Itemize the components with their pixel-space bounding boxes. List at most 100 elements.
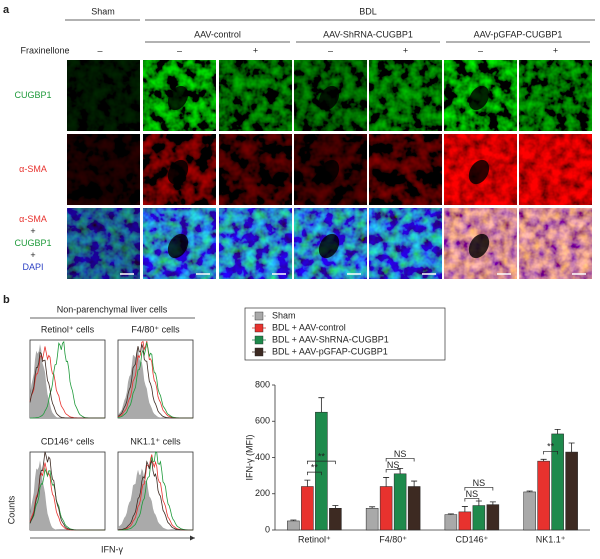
legend-label: BDL + AAV-ShRNA-CUGBP1	[272, 334, 389, 344]
micrograph	[67, 208, 140, 279]
micrograph	[519, 60, 592, 131]
row-label: α-SMA	[19, 214, 47, 224]
histogram-curve	[118, 451, 193, 531]
condition-label: +	[553, 45, 558, 55]
condition-label: +	[403, 45, 408, 55]
bar	[407, 486, 421, 531]
vessel	[468, 233, 490, 259]
error-bar	[290, 519, 297, 521]
micrograph	[369, 208, 442, 279]
histogram-curve	[29, 451, 105, 531]
error-bar	[447, 513, 454, 515]
significance-label: NS	[387, 460, 400, 470]
bar	[523, 491, 536, 531]
bar	[287, 520, 300, 531]
histogram-title: CD146⁺ cells	[41, 436, 95, 446]
vessel	[318, 233, 340, 259]
treatment-label: Fraxinellone	[20, 45, 69, 55]
error-bar	[383, 477, 390, 487]
legend-label: BDL + AAV-control	[272, 322, 346, 332]
condition-label: –	[97, 45, 102, 55]
subgroup-label: AAV-pGFAP-CUGBP1	[474, 29, 563, 39]
micrograph	[219, 208, 292, 279]
x-axis-label: IFN-γ	[101, 544, 123, 554]
vessel	[167, 159, 189, 185]
micrograph	[67, 134, 140, 205]
x-tick-label: Retinol⁺	[298, 534, 331, 544]
row-label: DAPI	[22, 262, 43, 272]
bar	[365, 508, 379, 531]
y-tick-label: 400	[255, 452, 270, 462]
y-tick-label: 600	[255, 416, 270, 426]
group-label: Sham	[91, 6, 115, 16]
vessel	[167, 85, 189, 111]
vessel	[318, 85, 340, 111]
y-axis-label: IFN-γ (MFI)	[244, 435, 254, 481]
y-tick-label: 0	[265, 524, 270, 534]
y-tick-label: 800	[255, 379, 270, 389]
error-bar	[318, 397, 325, 413]
significance-bracket	[385, 458, 415, 462]
significance-label: **	[311, 463, 319, 473]
error-bar	[369, 506, 376, 509]
micrograph	[519, 134, 592, 205]
bar	[379, 486, 393, 531]
significance-label: NS	[466, 489, 479, 499]
significance-label: NS	[473, 478, 486, 488]
significance-label: **	[547, 442, 555, 452]
error-bar	[540, 458, 547, 462]
significance-bracket	[307, 471, 322, 476]
bar	[393, 473, 407, 531]
histogram-fill	[30, 460, 105, 530]
vessel	[167, 233, 189, 259]
bar	[458, 511, 472, 531]
row-label: CUGBP1	[14, 238, 51, 248]
condition-label: +	[253, 45, 258, 55]
significance-bracket	[464, 487, 494, 491]
micrograph	[519, 208, 592, 279]
error-bar	[526, 490, 533, 492]
legend-swatch	[254, 335, 264, 345]
row-label: +	[30, 226, 35, 236]
error-bar	[332, 505, 339, 509]
bar	[301, 486, 314, 531]
x-tick-label: CD146⁺	[455, 534, 488, 544]
row-label: α-SMA	[19, 164, 47, 174]
panel-letter: b	[3, 294, 10, 306]
error-bar	[554, 429, 561, 434]
histogram-header: Non-parenchymal liver cells	[57, 304, 168, 314]
bar	[565, 451, 578, 531]
vessel	[318, 159, 340, 185]
x-tick-label: F4/80⁺	[379, 534, 407, 544]
histogram-curve	[29, 351, 105, 419]
significance-bracket	[307, 460, 336, 465]
vessel	[468, 159, 490, 185]
legend-frame	[244, 307, 446, 361]
error-bar	[568, 442, 575, 453]
subgroup-label: AAV-control	[194, 29, 241, 39]
panel-letter: a	[3, 4, 10, 16]
legend-label: Sham	[272, 310, 296, 320]
histogram-curve	[117, 344, 193, 419]
bar	[444, 514, 458, 531]
vessel	[468, 85, 490, 111]
micrograph	[369, 134, 442, 205]
row-label: CUGBP1	[14, 90, 51, 100]
histogram-title: NK1.1⁺ cells	[130, 436, 181, 446]
row-label: +	[30, 250, 35, 260]
legend-swatch	[254, 311, 264, 321]
y-tick-label: 200	[255, 488, 270, 498]
micrograph	[369, 60, 442, 131]
bar	[472, 505, 486, 531]
micrograph	[219, 60, 292, 131]
histogram-fill	[118, 468, 193, 530]
y-axis-label: Counts	[6, 495, 16, 524]
legend-swatch	[254, 347, 264, 357]
condition-label: –	[328, 45, 333, 55]
bar	[486, 504, 500, 531]
error-bar	[489, 501, 496, 505]
significance-bracket	[464, 498, 480, 502]
legend-label: BDL + AAV-pGFAP-CUGBP1	[272, 346, 388, 356]
legend-swatch	[254, 323, 264, 333]
